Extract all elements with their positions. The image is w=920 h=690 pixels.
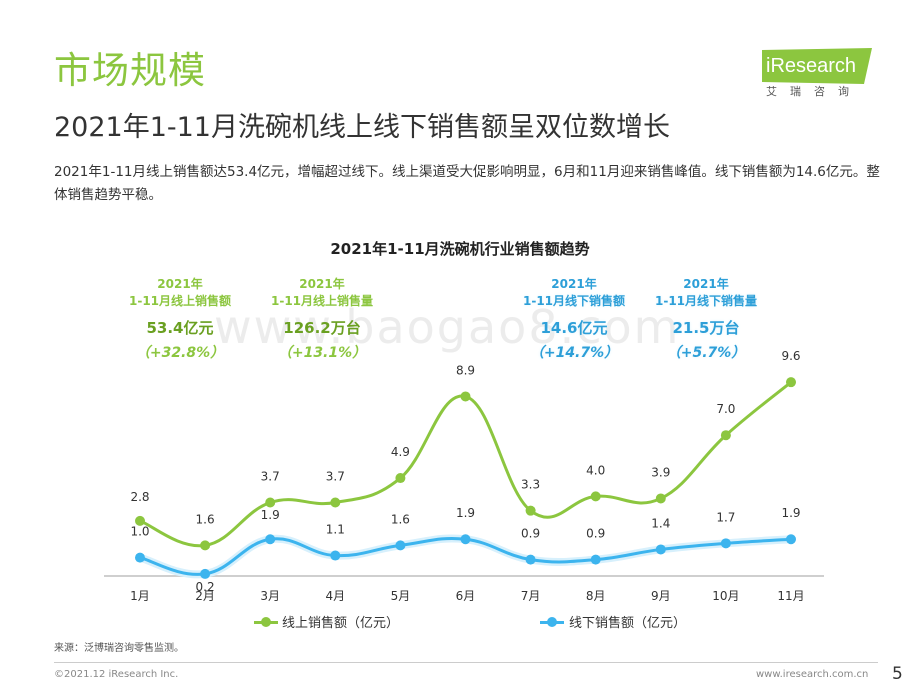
- iresearch-logo: iResearch 艾瑞咨询: [762, 48, 874, 102]
- online-data-point: [135, 515, 145, 526]
- offline-data-label: 1.7: [716, 510, 735, 524]
- online-data-point: [590, 491, 601, 502]
- page-number: 5: [892, 664, 903, 684]
- online-data-point: [720, 430, 731, 441]
- offline-data-label: 1.4: [651, 516, 670, 530]
- x-tick-label: 11月: [777, 589, 804, 603]
- online-data-point: [265, 497, 276, 508]
- online-data-label: 2.8: [130, 490, 149, 504]
- watermark-text: www.baogao8.com: [214, 300, 681, 354]
- x-tick-label: 4月: [325, 589, 345, 603]
- x-tick-label: 3月: [260, 589, 280, 603]
- online-data-label: 3.3: [521, 478, 540, 492]
- stat-offline-sales-amount: 2021年 1-11月线下销售额 14.6亿元 （+14.7%）: [504, 276, 644, 362]
- footer-url: www.iresearch.com.cn: [756, 669, 869, 680]
- stat-online-sales-amount: 2021年 1-11月线上销售额 53.4亿元 （+32.8%）: [110, 276, 250, 362]
- offline-data-point: [460, 534, 471, 545]
- online-data-point: [395, 473, 406, 484]
- online-data-label: 3.9: [651, 465, 670, 479]
- footer-divider: [54, 662, 878, 663]
- stat-label: 1-11月线下销售量: [654, 294, 758, 308]
- online-data-point: [525, 505, 536, 516]
- stat-year: 2021年: [299, 277, 345, 291]
- online-data-label: 9.6: [781, 349, 800, 363]
- online-data-label: 3.7: [261, 470, 280, 484]
- stat-year: 2021年: [551, 277, 597, 291]
- logo-cn-text: 艾瑞咨询: [766, 85, 862, 98]
- offline-data-label: 1.6: [391, 512, 410, 526]
- offline-data-point: [655, 544, 666, 555]
- legend-offline-label: 线下销售额（亿元）: [569, 616, 687, 631]
- legend-offline-marker: [547, 617, 557, 627]
- offline-data-point: [395, 540, 406, 551]
- online-series-line: [139, 380, 792, 548]
- page-title: 市场规模: [54, 49, 206, 92]
- x-tick-label: 7月: [521, 589, 541, 603]
- stat-label: 1-11月线下销售额: [522, 294, 626, 308]
- legend-online-label: 线上销售额（亿元）: [282, 616, 400, 631]
- offline-data-point: [525, 554, 536, 565]
- stat-change: （+5.7%）: [666, 345, 746, 361]
- online-data-label: 3.7: [326, 470, 345, 484]
- chart-title: 2021年1-11月洗碗机行业销售额趋势: [330, 240, 590, 258]
- offline-data-point: [135, 552, 145, 563]
- offline-data-label: 0.2: [196, 580, 215, 594]
- page-subtitle: 2021年1-11月洗碗机线上线下销售额呈双位数增长: [54, 112, 670, 143]
- stat-offline-sales-volume: 2021年 1-11月线下销售量 21.5万台 （+5.7%）: [636, 276, 776, 362]
- stat-value: 53.4亿元: [146, 319, 214, 337]
- x-tick-label: 1月: [130, 589, 150, 603]
- legend-online-marker: [261, 617, 271, 627]
- stat-value: 21.5万台: [672, 319, 740, 337]
- online-data-label: 7.0: [716, 402, 735, 416]
- source-note: 来源：泛博瑞咨询零售监测。: [54, 643, 184, 654]
- offline-data-label: 1.9: [261, 508, 280, 522]
- offline-data-point: [720, 538, 731, 549]
- online-data-point: [655, 493, 666, 504]
- stat-change: （+32.8%）: [135, 345, 225, 361]
- logo-wordmark: iResearch: [766, 55, 857, 77]
- stat-value: 14.6亿元: [540, 319, 608, 337]
- offline-data-point: [330, 550, 341, 561]
- x-tick-label: 9月: [651, 589, 671, 603]
- offline-data-label: 0.9: [586, 527, 605, 541]
- online-data-label: 4.9: [391, 445, 410, 459]
- online-data-point: [786, 377, 796, 388]
- offline-data-label: 1.9: [456, 506, 475, 520]
- x-tick-label: 8月: [586, 589, 606, 603]
- offline-data-label: 1.0: [130, 525, 149, 539]
- footer-copyright: ©2021.12 iResearch Inc.: [54, 669, 179, 680]
- x-tick-label: 5月: [391, 589, 411, 603]
- x-tick-label: 10月: [712, 589, 739, 603]
- stat-year: 2021年: [157, 277, 203, 291]
- stat-label: 1-11月线上销售额: [128, 294, 232, 308]
- x-tick-label: 2月: [195, 589, 215, 603]
- online-data-point: [200, 540, 211, 551]
- online-data-label: 8.9: [456, 363, 475, 377]
- stat-label: 1-11月线上销售量: [270, 294, 374, 308]
- stat-year: 2021年: [683, 277, 729, 291]
- x-tick-label: 6月: [456, 589, 476, 603]
- offline-data-label: 1.1: [326, 523, 345, 537]
- offline-data-point: [200, 568, 211, 579]
- offline-data-point: [590, 554, 601, 565]
- summary-text: 2021年1-11月线上销售额达53.4亿元，增幅超过线下。线上渠道受大促影响明…: [54, 164, 880, 203]
- logo-banner-shape: [762, 48, 872, 84]
- online-data-point: [460, 391, 471, 402]
- offline-data-label: 1.9: [781, 506, 800, 520]
- online-data-label: 4.0: [586, 463, 605, 477]
- offline-data-label: 0.9: [521, 527, 540, 541]
- offline-data-point: [265, 534, 276, 545]
- stat-value: 126.2万台: [283, 319, 361, 337]
- stat-online-sales-volume: 2021年 1-11月线上销售量 126.2万台 （+13.1%）: [252, 276, 392, 362]
- online-data-point: [330, 497, 341, 508]
- online-data-label: 1.6: [196, 512, 215, 526]
- offline-data-point: [786, 534, 796, 545]
- stat-change: （+13.1%）: [277, 345, 367, 361]
- stat-change: （+14.7%）: [529, 345, 619, 361]
